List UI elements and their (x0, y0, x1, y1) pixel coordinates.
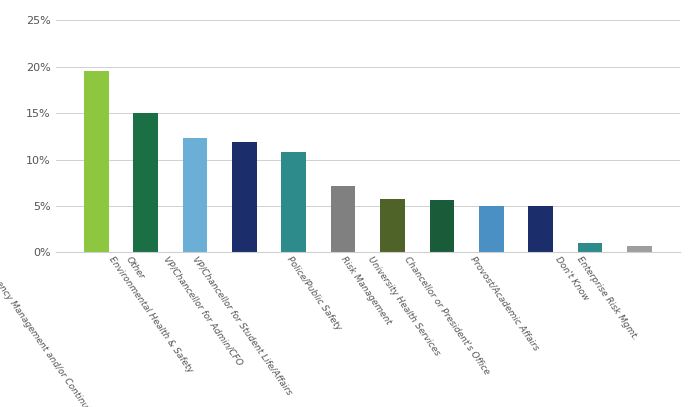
Bar (380, 199, 405, 252)
Bar (528, 206, 553, 252)
Bar (577, 243, 602, 252)
Bar (133, 113, 158, 252)
Bar (479, 206, 504, 252)
Bar (84, 71, 108, 252)
Bar (627, 246, 652, 252)
Bar (232, 142, 257, 252)
Bar (183, 138, 208, 252)
Bar (281, 152, 306, 252)
Bar (331, 186, 355, 252)
Bar (430, 200, 455, 252)
